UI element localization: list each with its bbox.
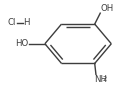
Text: H: H bbox=[23, 18, 30, 27]
Text: OH: OH bbox=[101, 4, 114, 13]
Text: HO: HO bbox=[15, 39, 28, 48]
Text: NH: NH bbox=[94, 75, 107, 84]
Text: 2: 2 bbox=[102, 76, 107, 82]
Text: Cl: Cl bbox=[7, 18, 16, 27]
